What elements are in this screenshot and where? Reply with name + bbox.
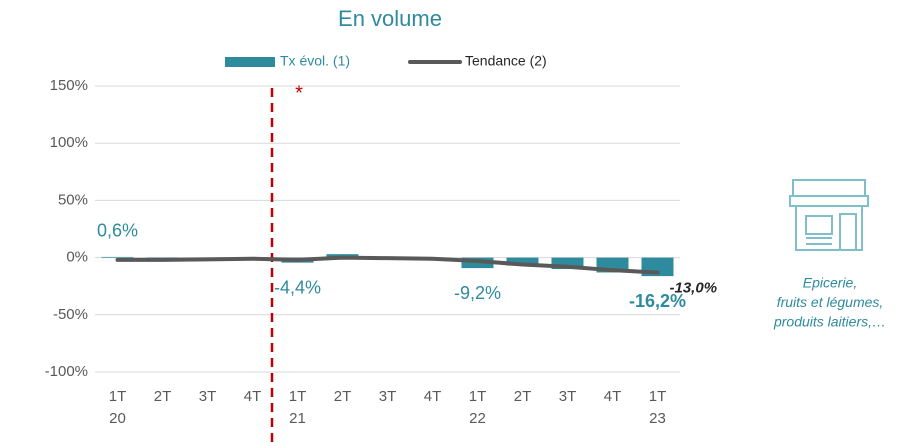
chart-title: En volume	[338, 6, 442, 31]
y-tick-label: -100%	[45, 363, 88, 380]
x-tick-label: 2T	[153, 388, 172, 405]
data-label: -16,2%	[629, 291, 686, 311]
legend-label: Tendance (2)	[465, 53, 547, 69]
legend-swatch	[225, 57, 275, 67]
side-note: produits laitiers,…	[773, 314, 886, 330]
x-tick-label: 4T	[423, 388, 442, 405]
bar	[551, 257, 584, 270]
side-note: Epicerie,	[803, 275, 857, 291]
side-note: fruits et légumes,	[777, 294, 884, 310]
y-tick-label: -50%	[53, 306, 88, 323]
y-tick-label: 0%	[66, 249, 88, 266]
annotation: *	[295, 82, 303, 104]
data-label: -9,2%	[454, 283, 501, 303]
legend-label: Tx évol. (1)	[280, 53, 350, 69]
store-icon	[789, 179, 869, 251]
x-tick-label: 3T	[378, 388, 397, 405]
x-tick-label: 1T 20	[108, 388, 127, 427]
data-label: -4,4%	[274, 277, 321, 297]
x-tick-label: 2T	[513, 388, 532, 405]
y-tick-label: 50%	[58, 191, 88, 208]
x-tick-label: 3T	[198, 388, 217, 405]
bar	[101, 256, 134, 258]
bar	[146, 257, 179, 259]
x-tick-label: 1T 23	[648, 388, 667, 427]
data-label: 0,6%	[97, 221, 138, 241]
x-tick-label: 4T	[243, 388, 262, 405]
bar	[506, 257, 539, 266]
y-tick-label: 150%	[50, 77, 88, 94]
data-label: -13,0%	[670, 279, 718, 296]
x-tick-label: 3T	[558, 388, 577, 405]
x-tick-label: 1T 22	[468, 388, 487, 427]
y-tick-label: 100%	[50, 134, 88, 151]
x-tick-label: 1T 21	[288, 388, 307, 427]
x-tick-label: 4T	[603, 388, 622, 405]
trend-line	[115, 255, 660, 275]
x-tick-label: 2T	[333, 388, 352, 405]
